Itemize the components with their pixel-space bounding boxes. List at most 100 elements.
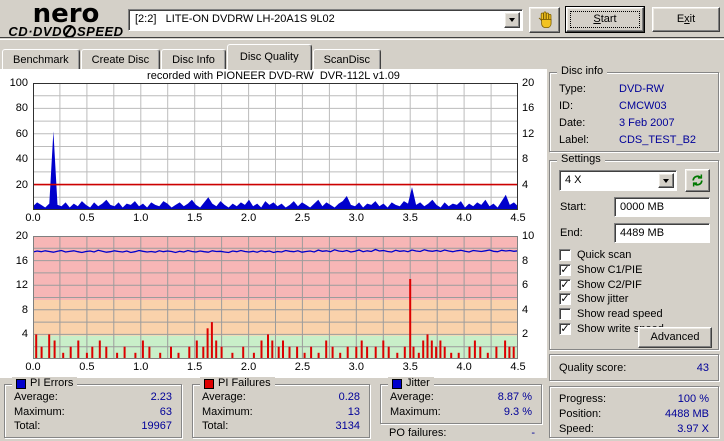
start-mb-label: Start:: [560, 201, 587, 213]
drive-settings-button[interactable]: [529, 7, 560, 33]
disc-info-row-value: 3 Feb 2007: [619, 117, 675, 129]
axis-tick-label: 4: [522, 303, 529, 316]
progress-box: Progress: 100 % Position: 4488 MB Speed: 3.97…: [549, 386, 719, 438]
refresh-button[interactable]: [685, 169, 710, 192]
stats-row-value: 2.23: [150, 391, 172, 403]
start-mb-field[interactable]: 0000 MB: [614, 197, 710, 217]
exit-button-label: Exit: [676, 13, 696, 25]
settings-legend: Settings: [557, 153, 605, 166]
disc-info-row-label: ID:: [559, 100, 574, 112]
disc-info-row-value: CMCW03: [619, 100, 667, 112]
checkbox-quick-scan[interactable]: Quick scan: [559, 249, 631, 261]
disc-info-row-value: DVD-RW: [619, 83, 665, 95]
tab-bar: Benchmark Create Disc Disc Info Disc Qualit…: [2, 44, 382, 70]
axis-tick-label: 2: [522, 328, 529, 341]
chevron-down-icon: [663, 178, 669, 183]
axis-tick-label: 4: [522, 178, 529, 191]
axis-tick-label: 0.0: [25, 361, 41, 373]
stats-row-value: 3134: [335, 420, 360, 432]
stats-row: Maximum: 9.3 %: [390, 406, 532, 418]
tab-benchmark[interactable]: Benchmark: [2, 49, 80, 70]
axis-tick-label: 16: [15, 254, 28, 267]
progress-row: Speed: 3.97 X: [559, 423, 709, 435]
checkbox-checked-icon[interactable]: ✓: [559, 263, 571, 276]
start-button[interactable]: Start: [566, 7, 644, 32]
stats-row: Maximum: 63: [14, 406, 172, 418]
axis-tick-label: 4.0: [456, 361, 472, 373]
quality-score-box: Quality score: 43: [549, 354, 719, 381]
end-mb-field[interactable]: 4489 MB: [614, 223, 710, 243]
axis-tick-label: 6: [522, 279, 529, 292]
checkbox-checked-icon[interactable]: ✓: [559, 278, 571, 291]
checkbox-unchecked-icon[interactable]: [559, 249, 571, 261]
drive-select-arrow[interactable]: [504, 12, 520, 28]
tab-disc-quality[interactable]: Disc Quality: [226, 44, 312, 70]
axis-tick-label: 2.5: [294, 212, 311, 224]
stats-row-label: Total:: [202, 420, 229, 432]
axis-tick-label: 2.5: [294, 361, 311, 373]
axis-tick-label: 0.5: [79, 212, 95, 224]
axis-tick-label: 100: [9, 77, 28, 89]
stats-legend: Jitter: [388, 377, 434, 390]
axis-tick-label: 20: [15, 178, 28, 191]
checkbox-show-c1-pie[interactable]: ✓ Show C1/PIE: [559, 263, 643, 276]
progress-row-label: Progress:: [559, 393, 607, 405]
quality-score-label: Quality score:: [559, 362, 627, 374]
axis-tick-label: 3.0: [348, 361, 364, 373]
drive-select-value: [2:2] LITE-ON DVDRW LH-20A1S 9L02: [135, 13, 335, 25]
stats-row-value: 9.3 %: [503, 405, 532, 418]
logo-cdspeed-text: CD·DVD SPEED: [6, 25, 126, 38]
stats-row-label: Average:: [14, 391, 58, 403]
checkbox-checked-icon[interactable]: ✓: [559, 323, 571, 335]
tab-create-disc[interactable]: Create Disc: [80, 49, 161, 70]
axis-tick-label: 1.0: [133, 212, 149, 224]
logo-cddvd: CD·DVD: [8, 24, 62, 39]
checkbox-unchecked-icon[interactable]: [559, 308, 571, 321]
axis-tick-label: 60: [15, 127, 28, 140]
disc-info-row-label: Type:: [559, 83, 586, 95]
stats-row: Maximum: 13: [202, 406, 360, 418]
stats-row: Total: 19967: [14, 420, 172, 432]
checkbox-label: Show C1/PIE: [577, 263, 643, 276]
po-failures-label: PO failures:: [389, 427, 447, 439]
stats-row-label: Total:: [14, 420, 41, 432]
logo-speed: SPEED: [76, 24, 124, 39]
advanced-button[interactable]: Advanced: [638, 327, 712, 348]
stats-row-value: 0.28: [338, 391, 360, 403]
speed-select-arrow[interactable]: [658, 173, 674, 188]
checkbox-show-jitter[interactable]: ✓ Show jitter: [559, 293, 629, 306]
axis-tick-label: 3.5: [402, 361, 418, 373]
checkbox-checked-icon[interactable]: ✓: [559, 293, 571, 306]
disc-info-row: Date: 3 Feb 2007: [559, 117, 709, 129]
axis-tick-label: 4: [21, 328, 28, 341]
axis-tick-label: 80: [15, 102, 28, 115]
tab-disc-info[interactable]: Disc Info: [161, 49, 226, 70]
hand-icon: [538, 11, 551, 29]
stats-row: Average: 2.23: [14, 391, 172, 403]
axis-tick-label: 40: [15, 153, 28, 166]
stats-row: Average: 0.28: [202, 391, 360, 403]
stats-title: Jitter: [406, 377, 430, 389]
drive-select[interactable]: [2:2] LITE-ON DVDRW LH-20A1S 9L02: [128, 9, 523, 31]
stats-row-value: 19967: [141, 420, 172, 432]
refresh-icon: [692, 174, 703, 187]
stats-row-value: 13: [347, 405, 360, 418]
checkbox-show-read-speed[interactable]: Show read speed: [559, 308, 663, 321]
tab-scandisc[interactable]: ScanDisc: [312, 49, 382, 70]
speed-select[interactable]: 4 X: [559, 170, 677, 191]
axis-tick-label: 0.5: [79, 361, 95, 373]
logo-nero-text: nero: [32, 0, 100, 29]
exit-button[interactable]: Exit: [652, 7, 720, 32]
speed-select-value: 4 X: [565, 174, 582, 186]
chevron-down-icon: [509, 18, 515, 22]
axis-tick-label: 4.5: [510, 361, 526, 373]
axis-tick-label: 1.5: [187, 212, 203, 224]
start-button-label: Start: [593, 13, 617, 25]
stats-row-value: 8.87 %: [497, 391, 532, 403]
progress-row: Position: 4488 MB: [559, 408, 709, 420]
stats-row: Total: 3134: [202, 420, 360, 432]
checkbox-label: Show jitter: [577, 293, 629, 306]
checkbox-show-c2-pif[interactable]: ✓ Show C2/PIF: [559, 278, 642, 291]
progress-row-label: Speed:: [559, 423, 594, 435]
axis-tick-label: 3.0: [348, 212, 364, 224]
